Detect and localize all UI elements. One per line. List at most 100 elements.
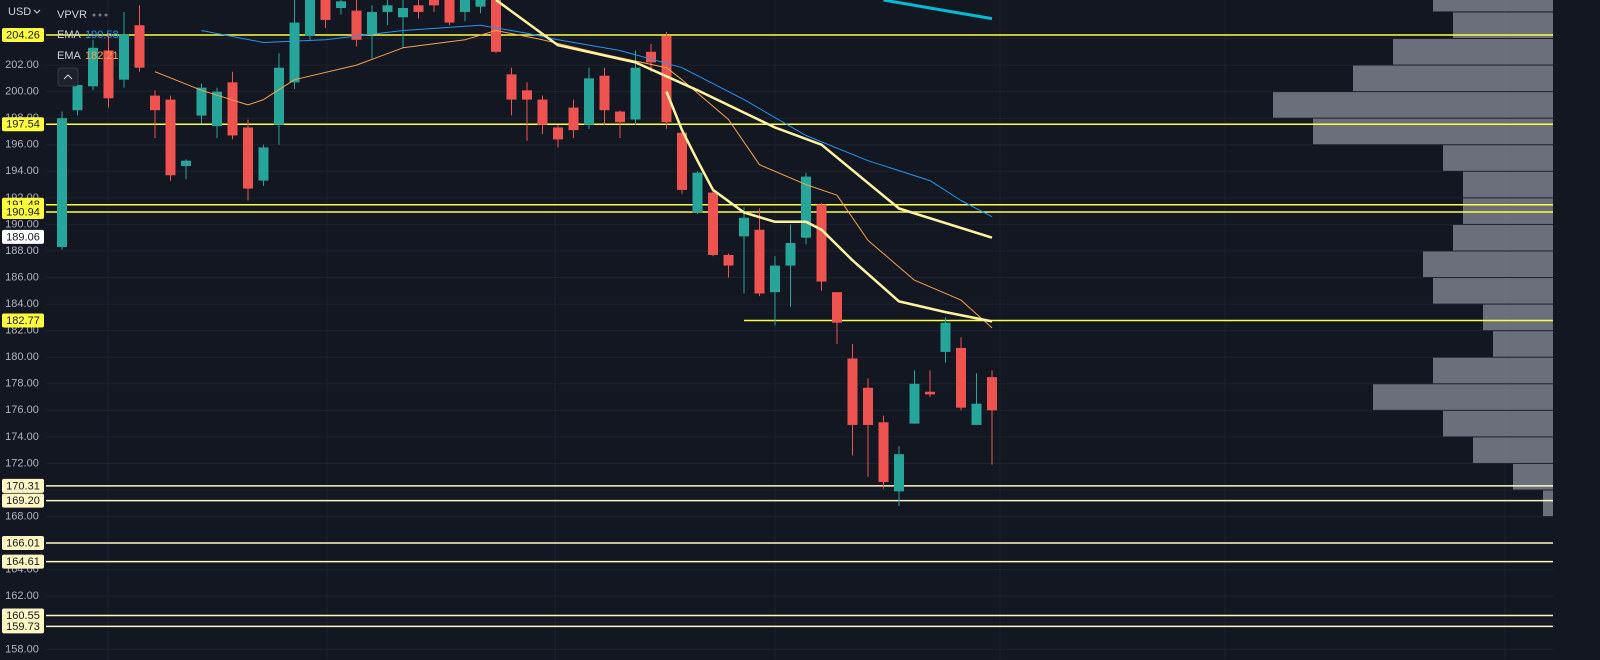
y-tick-label: 184.00 <box>5 298 39 310</box>
y-tick-label: 158.00 <box>5 643 39 655</box>
candle-body <box>863 387 873 425</box>
volume-bar <box>1373 384 1553 410</box>
indicator-line <box>201 24 993 218</box>
candle-body <box>398 7 408 18</box>
candle-body <box>491 0 501 52</box>
candle-body <box>568 107 579 131</box>
volume-bar <box>1273 92 1553 118</box>
candle-body <box>801 176 811 238</box>
volume-bar <box>1463 171 1553 198</box>
candle-body <box>615 111 625 123</box>
menu-dot <box>104 13 108 17</box>
y-tick-label: 188.00 <box>5 245 39 257</box>
candle-body <box>134 25 145 68</box>
candle-body <box>692 172 703 213</box>
candle-body <box>444 0 455 23</box>
level-label-box <box>2 117 44 132</box>
grid <box>46 38 1553 650</box>
candle-body <box>57 118 67 248</box>
level-label-box <box>2 229 44 244</box>
volume-bar <box>1543 490 1553 517</box>
candle-body <box>103 50 114 99</box>
indicator-line <box>495 0 993 239</box>
candle-body <box>708 192 718 255</box>
candle-body <box>723 254 734 266</box>
level-label-box <box>2 204 44 219</box>
candle-body <box>940 322 951 352</box>
candle-body <box>956 347 966 408</box>
y-tick-label: 178.00 <box>5 378 39 390</box>
currency-dropdown[interactable] <box>33 9 41 14</box>
indicator-name: VPVR <box>57 9 87 21</box>
volume-bar <box>1443 145 1553 171</box>
y-tick-label: 196.00 <box>5 139 39 151</box>
candle-body <box>770 265 780 293</box>
y-tick-label: 186.00 <box>5 271 39 283</box>
level-label: 160.55 <box>6 610 40 622</box>
legend-value: 190.58 <box>85 29 119 41</box>
candle-body <box>305 0 315 36</box>
volume-bar <box>1313 118 1553 145</box>
candle-body <box>754 229 765 294</box>
y-tick-label: 194.00 <box>5 165 39 177</box>
y-tick-label: 190.00 <box>5 218 39 230</box>
level-label-box <box>2 28 44 43</box>
volume-bar <box>1423 251 1553 278</box>
candle-body <box>646 51 656 63</box>
candle-body <box>227 82 238 136</box>
y-tick-label: 200.00 <box>5 86 39 98</box>
candle-body <box>506 74 517 100</box>
candle-body <box>289 22 300 83</box>
vertical-grid <box>107 0 1506 660</box>
candle-body <box>382 5 393 12</box>
volume-bar <box>1493 331 1553 357</box>
candles <box>57 0 997 506</box>
candle-body <box>181 160 191 166</box>
candle-body <box>553 127 563 140</box>
level-label: 204.26 <box>6 29 40 41</box>
candle-body <box>630 67 641 120</box>
y-tick-label: 174.00 <box>5 431 39 443</box>
volume-bar <box>1443 410 1553 437</box>
y-tick-label: 172.00 <box>5 457 39 469</box>
y-tick-label: 162.00 <box>5 590 39 602</box>
level-labels: 204.26197.54191.48190.94189.06182.77170.… <box>2 28 44 634</box>
candle-body <box>351 10 362 40</box>
candle-body <box>429 0 439 6</box>
candle-body <box>258 147 269 181</box>
candle-body <box>785 243 796 266</box>
level-label-box <box>2 554 44 569</box>
volume-bar <box>1433 0 1553 12</box>
candle-body <box>971 403 982 425</box>
candle-body <box>739 217 749 237</box>
y-tick-label: 176.00 <box>5 404 39 416</box>
level-label-box <box>2 493 44 508</box>
y-tick-label: 168.00 <box>5 510 39 522</box>
candle-body <box>243 127 253 189</box>
level-label: 166.01 <box>6 537 40 549</box>
candle-body <box>925 391 935 395</box>
menu-dot <box>92 13 96 17</box>
level-label: 159.73 <box>6 621 40 633</box>
candle-body <box>460 0 470 12</box>
legend-value: 182.21 <box>85 50 119 62</box>
indicator-menu[interactable] <box>92 13 108 17</box>
level-label: 190.94 <box>6 206 40 218</box>
legend-name: EMA <box>57 50 82 62</box>
volume-bar <box>1453 12 1553 39</box>
volume-bar <box>1453 224 1553 251</box>
currency: USD <box>8 6 31 18</box>
level-label-box <box>2 619 44 634</box>
candle-body <box>537 99 548 125</box>
candle-body <box>677 132 687 190</box>
collapse-button[interactable] <box>57 67 79 87</box>
candle-body <box>119 34 129 80</box>
candle-body <box>274 67 284 125</box>
menu-dot <box>98 13 102 17</box>
candle-body <box>150 95 160 111</box>
level-label-box <box>2 313 44 328</box>
candle-body <box>878 422 889 483</box>
candle-body <box>599 75 610 111</box>
candle-body <box>832 292 842 323</box>
